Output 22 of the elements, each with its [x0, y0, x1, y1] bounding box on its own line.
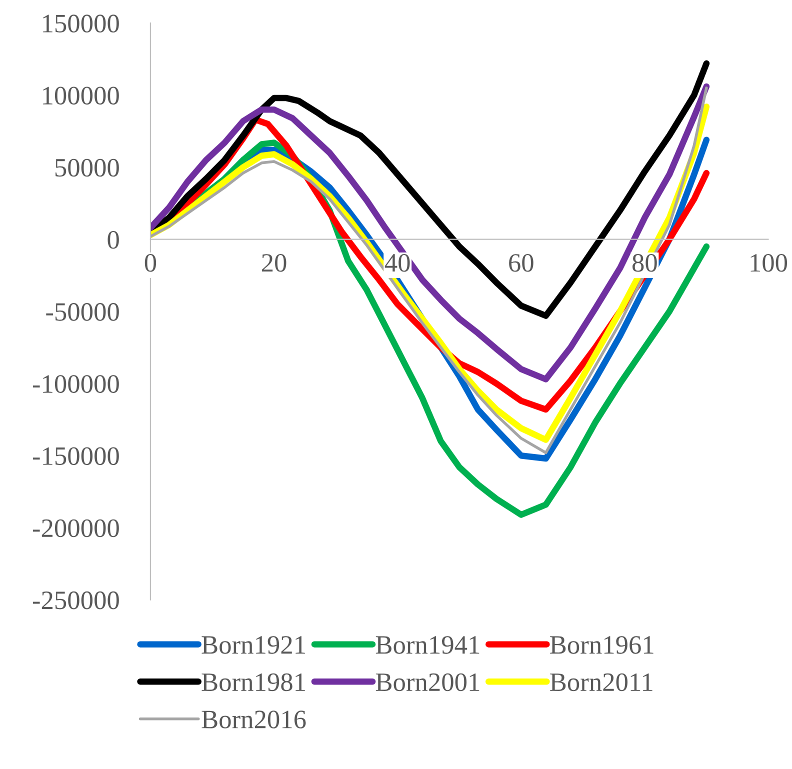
legend-label: Born2016	[202, 710, 306, 728]
x-tick-label: 60	[509, 254, 534, 272]
y-tick-label: 0	[108, 230, 119, 249]
legend-label: Born1921	[202, 636, 305, 654]
x-tick-label: 20	[262, 254, 286, 272]
legend-label: Born1941	[376, 636, 480, 654]
x-tick-label: 40	[384, 254, 410, 272]
y-tick-label: -100000	[32, 375, 119, 393]
y-tick-label: 50000	[55, 158, 119, 177]
legend-label: Born2001	[376, 673, 480, 692]
x-tick-label: 80	[632, 254, 657, 272]
x-tick-label: 100	[750, 254, 788, 272]
y-tick-label: -50000	[46, 303, 119, 321]
legend-label: Born2011	[550, 673, 652, 692]
y-tick-label: 100000	[43, 86, 119, 105]
y-tick-label: 150000	[43, 14, 119, 32]
legend-label: Born1981	[202, 673, 305, 692]
y-tick-label: -200000	[32, 519, 119, 538]
legend-label: Born1961	[550, 636, 654, 654]
x-tick-label: 0	[144, 254, 156, 272]
y-tick-label: -150000	[32, 447, 119, 466]
y-tick-label: -250000	[32, 591, 119, 610]
